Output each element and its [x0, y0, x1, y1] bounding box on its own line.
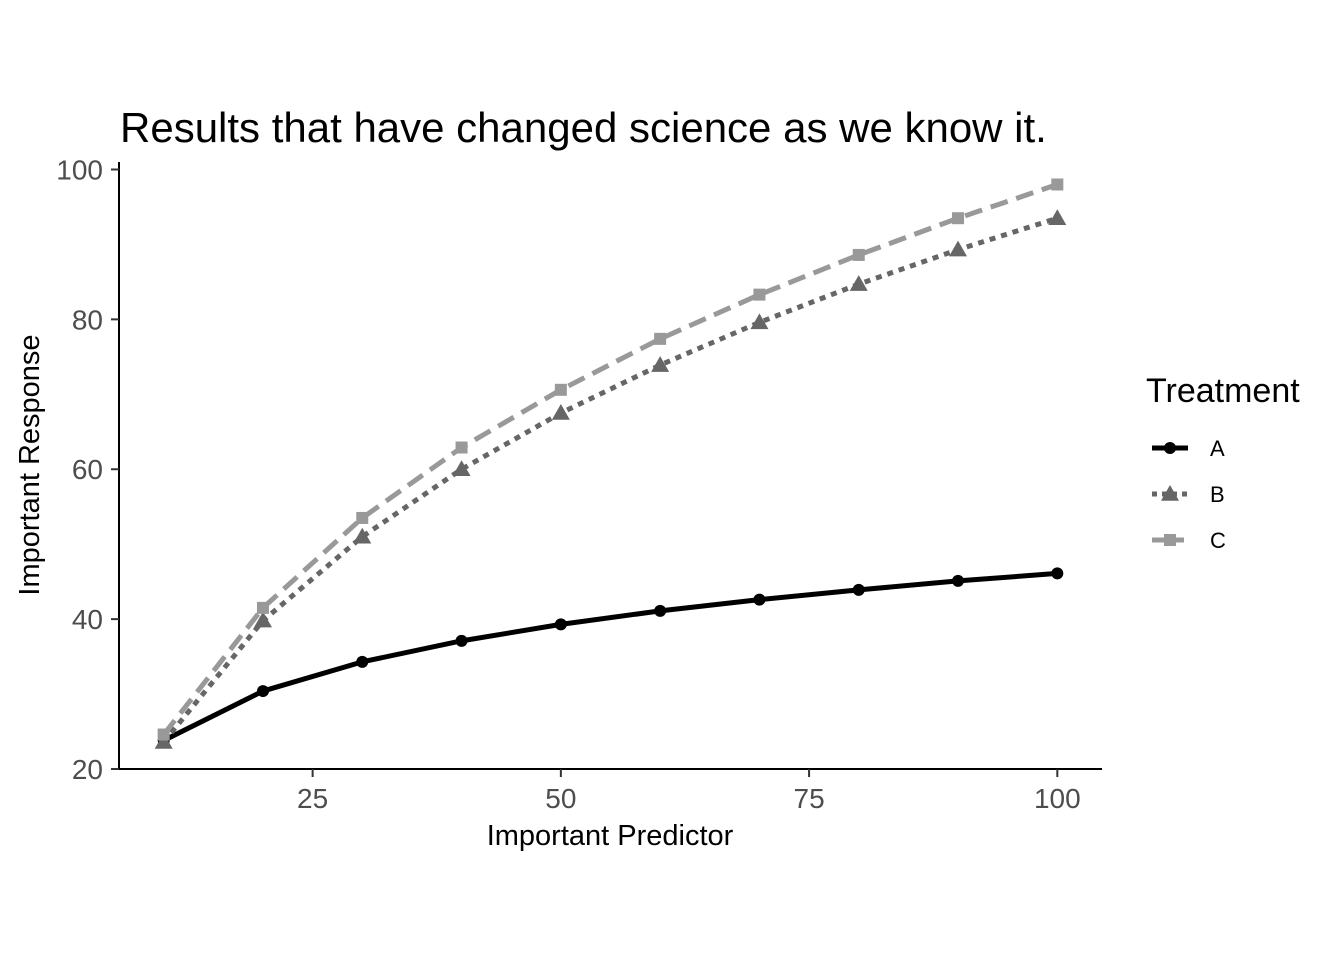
data-point-a: [654, 604, 667, 617]
data-point-c: [356, 511, 369, 524]
data-point-c: [753, 288, 766, 301]
data-point-c: [654, 332, 667, 345]
data-point-a: [753, 593, 766, 606]
y-tick-label: 80: [72, 304, 103, 335]
data-point-b: [949, 240, 968, 257]
legend-key-marker-c: [1164, 534, 1176, 546]
data-point-c: [554, 383, 567, 396]
plot-area: [154, 178, 1067, 749]
x-tick-label: 50: [545, 783, 576, 814]
series-line-c: [161, 182, 1059, 737]
legend-items: ABC: [1152, 436, 1226, 553]
data-point-c: [1051, 178, 1064, 191]
data-point-b: [651, 356, 670, 372]
legend: Treatment ABC: [1146, 372, 1300, 553]
data-point-c: [952, 212, 965, 225]
data-point-c: [256, 601, 269, 614]
x-tick-label: 75: [794, 783, 825, 814]
legend-title: Treatment: [1146, 372, 1300, 410]
y-tick-label: 20: [72, 754, 103, 785]
data-point-a: [1051, 567, 1064, 580]
data-point-a: [356, 655, 369, 668]
y-axis-ticks: 20 40 60 80 100: [56, 154, 119, 785]
data-point-b: [849, 275, 868, 291]
x-tick-label: 100: [1034, 783, 1081, 814]
data-point-a: [455, 634, 468, 647]
data-point-b: [253, 611, 272, 628]
data-point-b: [353, 527, 372, 544]
legend-label-c: C: [1210, 528, 1226, 553]
y-tick-label: 40: [72, 604, 103, 635]
data-point-b: [750, 313, 769, 330]
series-line-b: [161, 215, 1059, 744]
y-axis-title: Important Response: [14, 334, 46, 595]
data-point-a: [952, 574, 965, 587]
data-point-b: [551, 404, 570, 420]
legend-key-marker-b: [1161, 485, 1179, 501]
data-point-c: [852, 248, 865, 261]
y-tick-label: 100: [56, 154, 103, 185]
data-point-c: [455, 441, 468, 454]
legend-label-b: B: [1210, 482, 1225, 507]
x-axis-ticks: 25 50 75 100: [297, 769, 1081, 814]
y-tick-label: 60: [72, 454, 103, 485]
legend-label-a: A: [1210, 436, 1225, 461]
data-point-a: [256, 685, 269, 698]
data-point-b: [154, 733, 173, 749]
data-point-c: [157, 728, 170, 741]
x-axis-title: Important Predictor: [487, 820, 734, 852]
data-point-b: [1048, 209, 1067, 225]
data-point-a: [852, 583, 865, 596]
data-point-a: [554, 618, 567, 631]
legend-key-marker-a: [1164, 442, 1176, 454]
x-tick-label: 25: [297, 783, 328, 814]
chart-title: Results that have changed science as we …: [120, 104, 1047, 151]
data-point-b: [452, 460, 471, 476]
series-line-a: [162, 570, 1058, 743]
